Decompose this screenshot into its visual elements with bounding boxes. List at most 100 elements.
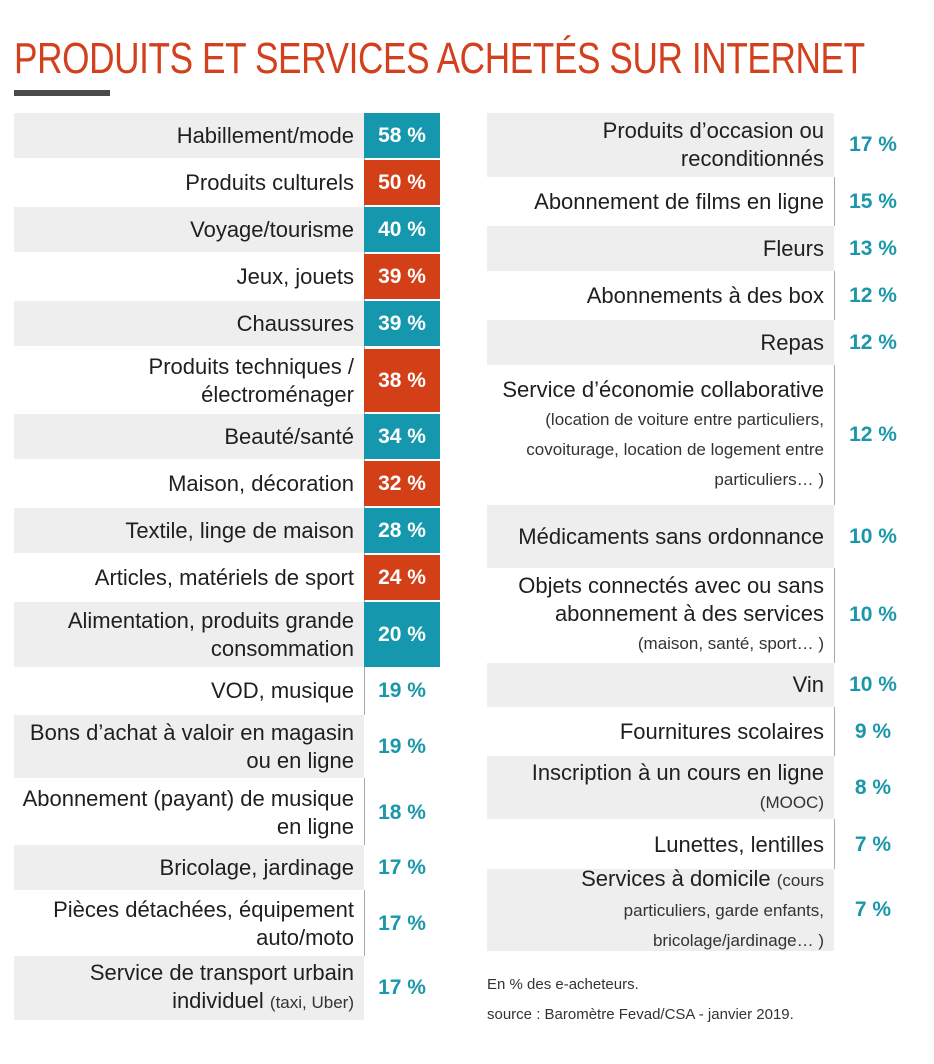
table-row: VOD, musique 19 % [14, 669, 440, 713]
row-label-text: Médicaments sans ordonnance [518, 523, 824, 549]
row-label-text: Services à domicile [581, 866, 771, 891]
table-row: Services à domicile (cours particuliers,… [487, 866, 912, 951]
row-value: 9 % [854, 719, 892, 743]
table-row: Textile, linge de maison 28 % [14, 508, 440, 553]
row-label-text: Maison, décoration [168, 470, 354, 496]
row-value: 7 % [834, 869, 912, 951]
table-row: Maison, décoration 32 % [14, 461, 440, 506]
row-label-text: Produits culturels [185, 169, 354, 195]
row-label-text: Abonnements à des box [586, 282, 824, 308]
table-row: Vin 10 % [487, 663, 912, 707]
table-row: Alimentation, produits grande consommati… [14, 602, 440, 667]
title-underline [14, 90, 110, 96]
row-label: Service d’économie collaborative (locati… [487, 367, 834, 503]
row-label-text: Alimentation, produits grande consommati… [67, 607, 354, 661]
row-label-text: Chaussures [236, 310, 354, 336]
row-label: Produits d’occasion ou reconditionnés [487, 113, 834, 177]
row-label: Abonnement de films en ligne [487, 179, 834, 224]
row-value: 12 % [834, 320, 912, 365]
table-row: Médicaments sans ordonnance 10 % [487, 505, 912, 568]
table-row: Jeux, jouets 39 % [14, 254, 440, 299]
row-value: 58 % [364, 113, 440, 158]
row-value: 39 % [364, 254, 440, 299]
row-value: 40 % [364, 207, 440, 252]
table-row: Lunettes, lentilles 7 % [487, 822, 912, 867]
row-label: Chaussures [14, 301, 364, 346]
row-label: Services à domicile (cours particuliers,… [487, 866, 834, 951]
row-value: 17 % [378, 911, 426, 935]
row-label: Produits culturels [14, 160, 364, 205]
row-label-text: Repas [760, 329, 824, 355]
row-label-text: Articles, matériels de sport [94, 564, 354, 590]
row-value: 10 % [834, 663, 912, 707]
table-row: Inscription à un cours en ligne (MOOC) 8 … [487, 756, 912, 819]
row-label: Pièces détachées, équipement auto/moto [14, 893, 364, 954]
row-label: Maison, décoration [14, 461, 364, 506]
row-label: Voyage/tourisme [14, 207, 364, 252]
row-value: 28 % [364, 508, 440, 553]
footnote-unit: En % des e-acheteurs. [487, 976, 639, 993]
table-row: Habillement/mode 58 % [14, 113, 440, 158]
table-row: Produits techniques / électroménager 38 % [14, 349, 440, 412]
row-label-text: Lunettes, lentilles [654, 831, 824, 857]
row-label-text: Fleurs [762, 235, 824, 261]
row-label-text: Pièces détachées, équipement auto/moto [53, 896, 354, 950]
row-value: 18 % [378, 800, 426, 824]
row-label-text: Bricolage, jardinage [159, 854, 354, 880]
row-label-text: Service d’économie collaborative [502, 377, 824, 402]
row-value: 15 % [849, 189, 897, 213]
row-label-text: Textile, linge de maison [125, 517, 354, 543]
table-row: Repas 12 % [487, 320, 912, 365]
row-value: 17 % [364, 845, 440, 890]
row-value: 13 % [834, 226, 912, 271]
row-label-note: (MOOC) [759, 792, 824, 812]
table-row: Fournitures scolaires 9 % [487, 709, 912, 754]
table-row: Fleurs 13 % [487, 226, 912, 271]
row-value: 19 % [378, 679, 426, 702]
row-label: Médicaments sans ordonnance [487, 505, 834, 568]
row-label: Bricolage, jardinage [14, 845, 364, 890]
footnote-source: source : Baromètre Fevad/CSA - janvier 2… [487, 1006, 794, 1023]
row-value: 10 % [834, 505, 912, 568]
row-value: 17 % [364, 956, 440, 1020]
row-label: Service de transport urbain individuel (… [14, 956, 364, 1020]
row-value: 12 % [849, 283, 897, 307]
row-label-text: Produits techniques / électroménager [148, 353, 354, 407]
row-label: Habillement/mode [14, 113, 364, 158]
row-label-note: (cours particuliers, garde enfants, bric… [623, 871, 824, 950]
row-value: 24 % [364, 555, 440, 600]
row-label-note: (location de voiture entre particuliers,… [526, 410, 824, 489]
row-value: 20 % [364, 602, 440, 667]
row-label: Repas [487, 320, 834, 365]
table-row: Pièces détachées, équipement auto/moto 17… [14, 893, 440, 954]
table-row: Abonnement (payant) de musique en ligne 1… [14, 782, 440, 843]
row-label-note: (taxi, Uber) [269, 993, 354, 1012]
page-title: PRODUITS ET SERVICES ACHETÉS SUR INTERNE… [14, 34, 865, 83]
row-label-text: Bons d’achat à valoir en magasin ou en l… [29, 719, 354, 773]
row-label-text: Habillement/mode [176, 122, 354, 148]
row-value: 17 % [834, 113, 912, 177]
table-row: Bons d’achat à valoir en magasin ou en l… [14, 715, 440, 778]
table-row: Beauté/santé 34 % [14, 414, 440, 459]
row-label: VOD, musique [14, 669, 364, 713]
row-label: Produits techniques / électroménager [14, 349, 364, 412]
row-value: 50 % [364, 160, 440, 205]
table-row: Service de transport urbain individuel (… [14, 956, 440, 1020]
row-label: Textile, linge de maison [14, 508, 364, 553]
table-row: Voyage/tourisme 40 % [14, 207, 440, 252]
row-label-text: Jeux, jouets [236, 263, 354, 289]
row-label: Fleurs [487, 226, 834, 271]
table-row: Bricolage, jardinage 17 % [14, 845, 440, 890]
table-row: Articles, matériels de sport 24 % [14, 555, 440, 600]
row-label: Jeux, jouets [14, 254, 364, 299]
row-label: Beauté/santé [14, 414, 364, 459]
row-label-text: Beauté/santé [224, 423, 354, 449]
table-row: Produits d’occasion ou reconditionnés 17 … [487, 113, 912, 177]
table-row: Abonnement de films en ligne 15 % [487, 179, 912, 224]
row-label-text: Inscription à un cours en ligne [531, 759, 824, 785]
row-label-text: Service de transport urbain individuel [89, 960, 354, 1013]
table-row: Produits culturels 50 % [14, 160, 440, 205]
row-label-text: Objets connectés avec ou sans abonnement… [518, 573, 824, 626]
row-label: Fournitures scolaires [487, 709, 834, 754]
row-label-text: Abonnement de films en ligne [534, 188, 824, 214]
